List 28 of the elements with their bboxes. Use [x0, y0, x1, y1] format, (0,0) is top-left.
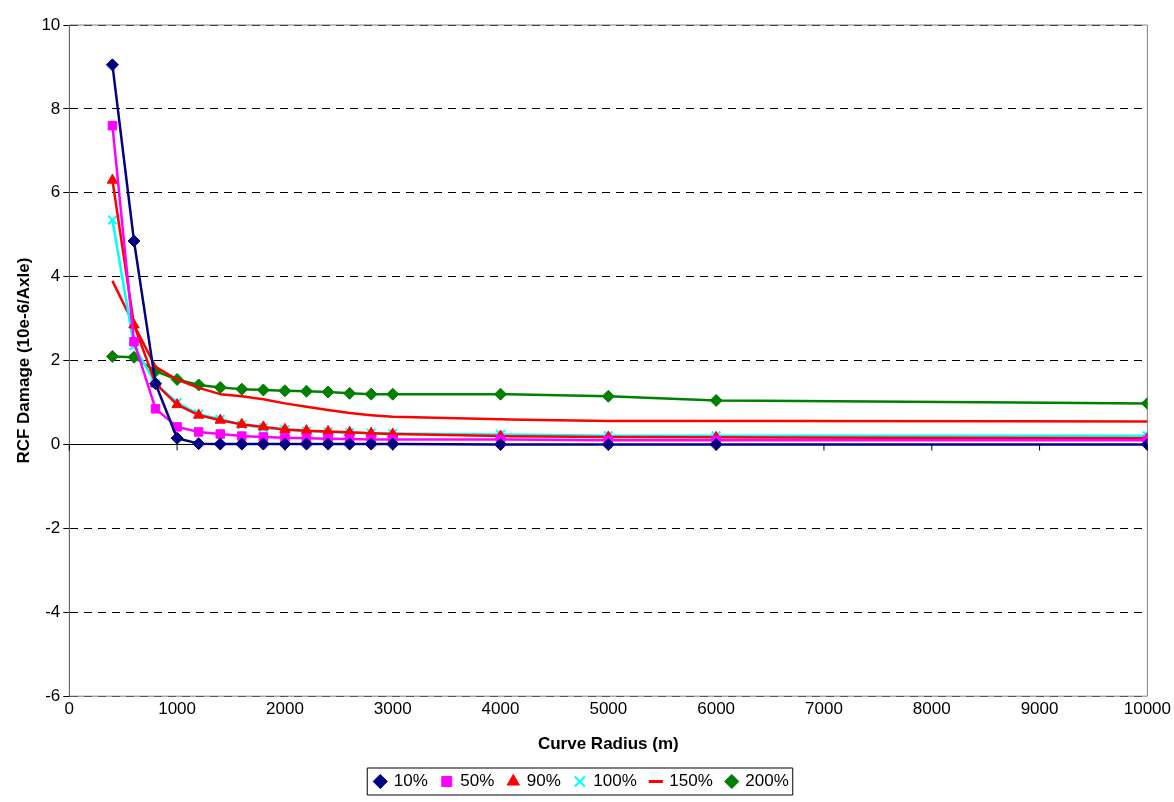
y-tick-label: 6 — [50, 182, 61, 202]
legend-label: 100% — [593, 771, 637, 791]
y-axis-title: RCF Damage (10e-6/Axle) — [13, 257, 33, 464]
x-tick-label: 2000 — [266, 699, 304, 719]
y-tick-label: -6 — [45, 685, 61, 705]
x-tick-label: 5000 — [589, 699, 628, 719]
x-tick-label: 1000 — [158, 699, 197, 719]
y-tick-label: 10 — [41, 14, 61, 34]
x-tick-label: 7000 — [805, 699, 843, 719]
x-tick-label: 9000 — [1020, 699, 1059, 719]
y-tick-label: 0 — [50, 434, 61, 454]
x-tick-label: 3000 — [373, 699, 412, 719]
legend-label: 150% — [669, 771, 713, 791]
x-axis-title: Curve Radius (m) — [537, 734, 679, 754]
y-tick-label: 8 — [50, 98, 61, 118]
legend-label: 10% — [393, 771, 428, 791]
y-tick-label: -4 — [45, 601, 61, 621]
y-tick-label: 2 — [50, 350, 61, 370]
legend-label: 50% — [460, 771, 495, 791]
y-tick-label: 4 — [50, 266, 61, 286]
x-tick-label: 10000 — [1123, 699, 1171, 719]
x-tick-label: 8000 — [912, 699, 951, 719]
legend-label: 90% — [526, 771, 561, 791]
x-tick-label: 4000 — [481, 699, 520, 719]
legend-label: 200% — [745, 771, 789, 791]
x-tick-label: 6000 — [697, 699, 736, 719]
x-tick-label: 0 — [64, 699, 75, 719]
y-tick-label: -2 — [45, 518, 61, 538]
